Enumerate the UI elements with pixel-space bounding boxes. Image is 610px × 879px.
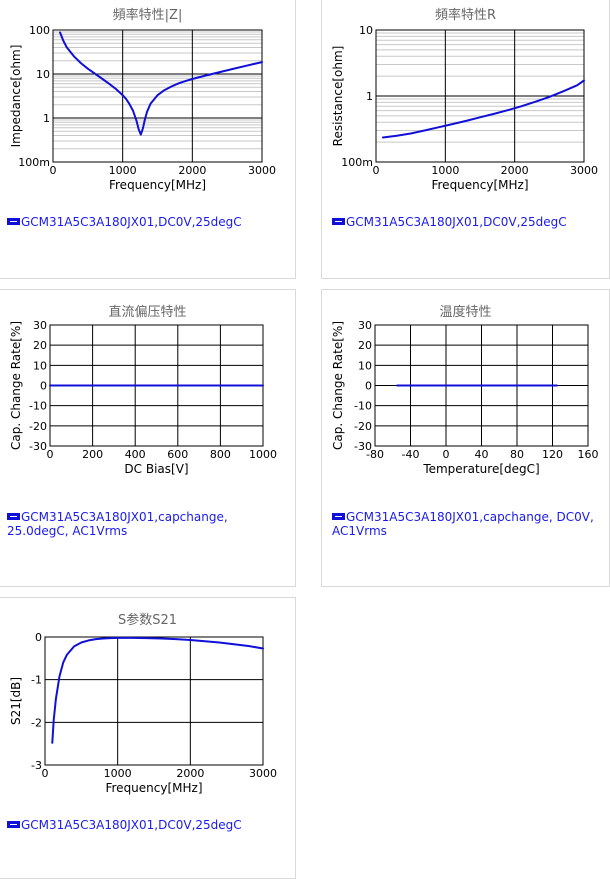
y-tick-label: -10 [29,400,47,413]
panel-resistance: 頻率特性R 0 1000 2000 3000 100m 1 10 Frequency[MHz]… [321,0,610,279]
legend-swatch [7,513,20,520]
y-tick-label: 10 [33,359,47,372]
chart-title: 直流偏压特性 [108,305,187,320]
y-tick-label: 0 [40,380,47,393]
x-tick-label: 40 [475,448,489,461]
y-tick-label: -3 [31,759,42,772]
y-tick-label: 1 [366,90,373,103]
y-tick-label: 10 [36,68,50,81]
x-tick-label: 160 [578,448,599,461]
legend-label: GCM31A5C3A180JX01,capchange, 25.0degC, A… [7,510,228,538]
legend-swatch [332,218,345,225]
x-tick-label: 0 [443,448,450,461]
y-axis-label: Impedance[ohm] [9,45,23,148]
y-tick-label: 0 [35,631,42,644]
x-axis-label: Frequency[MHz] [431,178,528,192]
y-tick-label: 10 [359,24,373,37]
panel-temperature: 温度特性 -80 -40 0 40 80 120 160 -30 -20 -10 0 10 20 30 Te… [321,289,610,587]
panel-impedance: 頻率特性|Z| 0 1000 2000 3000 100m 1 10 100 Frequency… [0,0,296,279]
x-axis-label: DC Bias[V] [124,462,188,476]
y-tick-label: -1 [31,674,42,687]
y-tick-label: -20 [354,420,372,433]
x-tick-label: 120 [542,448,563,461]
y-tick-label: -30 [29,440,47,453]
chart-title: 頻率特性|Z| [112,8,183,23]
chart-s21: 0 1000 2000 3000 -3 -2 -1 0 Frequency[MHz] S21[dB… [9,631,277,795]
series-line [381,79,585,139]
y-tick-label: 100 [29,24,50,37]
series-line [51,636,264,744]
x-tick-label: 3000 [249,767,277,780]
x-axis-label: Frequency[MHz] [109,178,206,192]
y-tick-label: 100m [18,156,50,169]
plot-frame [375,29,585,163]
y-tick-label: 30 [358,319,372,332]
legend: GCM31A5C3A180JX01,DC0V,25degC [7,818,292,832]
y-axis-label: S21[dB] [9,677,23,725]
x-tick-label: -80 [366,448,384,461]
x-tick-label: 80 [510,448,524,461]
x-tick-label: 800 [210,448,231,461]
x-tick-label: 3000 [248,164,276,177]
x-tick-label: 400 [125,448,146,461]
y-tick-label: 20 [358,339,372,352]
chart-impedance: 0 1000 2000 3000 100m 1 10 100 Frequency[MHz] Imp… [9,24,276,192]
y-tick-label: 10 [358,359,372,372]
x-axis-label: Temperature[degC] [422,462,539,476]
y-tick-label: -10 [354,400,372,413]
panel-s21: S参数S21 0 1000 2000 3000 -3 -2 -1 0 Frequency[MHz… [0,597,296,879]
y-axis-label: Resistance[ohm] [331,46,345,147]
legend-label: GCM31A5C3A180JX01,capchange, DC0V, AC1Vr… [332,510,594,538]
plot-frame [374,324,589,447]
x-tick-label: 0 [47,448,54,461]
legend: GCM31A5C3A180JX01,DC0V,25degC [332,215,607,229]
chart-title: 温度特性 [439,305,492,320]
y-axis-label: Cap. Change Rate[%] [9,321,23,450]
legend: GCM31A5C3A180JX01,DC0V,25degC [7,215,292,229]
x-tick-label: 0 [50,164,57,177]
panel-dc-bias: 直流偏压特性 0 200 400 600 800 1000 -30 -20 -10 0 10 20 30… [0,289,296,587]
plot-frame [44,636,264,766]
y-tick-label: 0 [365,380,372,393]
y-tick-label: 100m [341,156,373,169]
chart-temperature: -80 -40 0 40 80 120 160 -30 -20 -10 0 10 20 30 Tempera… [331,319,599,476]
chart-title: S参数S21 [117,613,178,628]
y-tick-label: 20 [33,339,47,352]
y-axis-label: Cap. Change Rate[%] [331,321,345,450]
x-tick-label: 1000 [249,448,277,461]
legend-label: GCM31A5C3A180JX01,DC0V,25degC [346,215,567,229]
x-tick-label: -40 [402,448,420,461]
y-tick-label: -20 [29,420,47,433]
legend-swatch [332,513,345,520]
chart-resistance: 0 1000 2000 3000 100m 1 10 Frequency[MHz] Resist… [331,24,598,192]
chart-title: 頻率特性R [434,8,497,23]
legend: GCM31A5C3A180JX01,capchange, 25.0degC, A… [7,510,247,538]
legend-label: GCM31A5C3A180JX01,DC0V,25degC [21,215,242,229]
x-tick-label: 200 [82,448,103,461]
x-tick-label: 1000 [104,767,132,780]
legend-label: GCM31A5C3A180JX01,DC0V,25degC [21,818,242,832]
legend-swatch [7,218,20,225]
x-tick-label: 2000 [501,164,529,177]
legend-swatch [7,821,20,828]
x-axis-label: Frequency[MHz] [105,781,202,795]
y-tick-label: 1 [43,112,50,125]
series-line [59,31,263,136]
x-tick-label: 0 [42,767,49,780]
y-tick-label: 30 [33,319,47,332]
x-tick-label: 0 [373,164,380,177]
x-tick-label: 2000 [176,767,204,780]
x-tick-label: 1000 [109,164,137,177]
x-tick-label: 600 [167,448,188,461]
x-tick-label: 3000 [570,164,598,177]
legend: GCM31A5C3A180JX01,capchange, DC0V, AC1Vr… [332,510,607,538]
plot-frame [52,29,263,163]
y-tick-label: -2 [31,716,42,729]
x-tick-label: 2000 [178,164,206,177]
y-tick-label: -30 [354,440,372,453]
x-tick-label: 1000 [431,164,459,177]
chart-dc-bias: 0 200 400 600 800 1000 -30 -20 -10 0 10 20 30 DC Bias… [9,319,277,476]
